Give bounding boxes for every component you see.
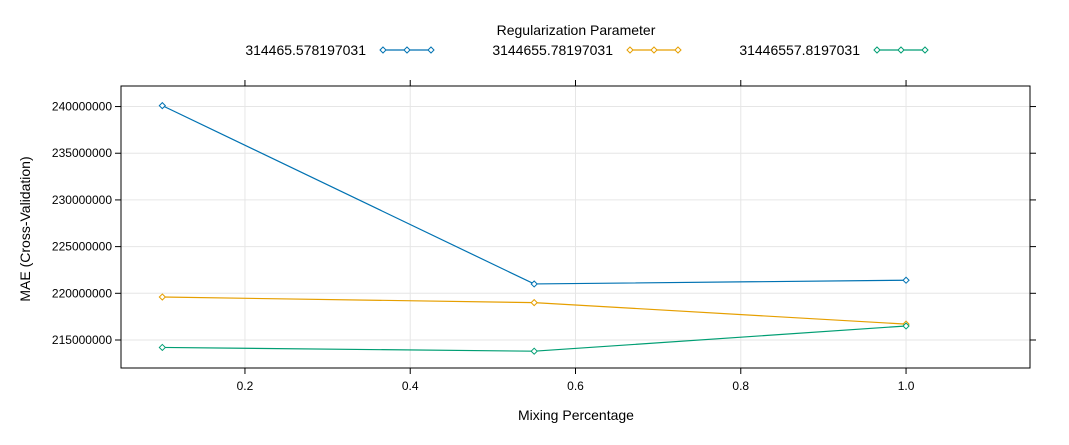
y-axis-label: MAE (Cross-Validation) [17, 156, 33, 301]
series-layer [158, 101, 910, 355]
series-1-point-0 [158, 293, 167, 301]
legend-swatch-marker-0-0 [379, 46, 387, 54]
legend-label-2: 31446557.8197031 [739, 42, 860, 58]
series-2-point-1 [530, 347, 538, 355]
legend-swatch-marker-0-2 [427, 46, 435, 54]
legend: Regularization Parameter 314465.57819703… [245, 22, 929, 58]
legend-swatch-marker-1-1 [650, 46, 658, 54]
series-0-point-1 [530, 280, 538, 288]
legend-items: 314465.578197031 3144655.78197031 31446557… [245, 42, 929, 58]
series-line-2 [162, 325, 907, 352]
x-tick-label-4: 1.0 [898, 379, 915, 393]
legend-swatch-marker-2-1 [897, 46, 905, 54]
legend-swatch-marker-2-2 [921, 46, 929, 54]
legend-swatch-marker-1-2 [674, 46, 682, 54]
legend-swatch-marker-2-0 [873, 46, 881, 54]
legend-swatch-marker-0-1 [403, 46, 411, 54]
x-tick-label-0: 0.2 [237, 379, 254, 393]
x-tick-label-3: 0.8 [732, 379, 749, 393]
series-0-point-0 [158, 101, 167, 110]
legend-title: Regularization Parameter [497, 22, 656, 38]
y-tick-label-2: 225000000 [52, 240, 112, 254]
series-line-0 [162, 105, 907, 285]
y-tick-label-4: 235000000 [52, 146, 112, 160]
x-axis-label: Mixing Percentage [518, 407, 634, 423]
y-tick-label-3: 230000000 [52, 193, 112, 207]
x-tick-label-2: 0.6 [567, 379, 584, 393]
y-tick-label-5: 240000000 [52, 100, 112, 114]
series-0 [158, 101, 910, 288]
x-tick-label-1: 0.4 [402, 379, 419, 393]
legend-swatch-marker-1-0 [626, 46, 634, 54]
y-tick-label-0: 215000000 [52, 333, 112, 347]
series-0-point-2 [902, 276, 910, 284]
series-2-point-0 [158, 343, 167, 352]
legend-label-0: 314465.578197031 [245, 42, 366, 58]
y-tick-label-1: 220000000 [52, 286, 112, 300]
legend-item-1: 3144655.78197031 [492, 42, 682, 58]
grid [121, 86, 1030, 368]
legend-item-0: 314465.578197031 [245, 42, 435, 58]
series-1 [158, 293, 910, 328]
legend-item-2: 31446557.8197031 [739, 42, 929, 58]
y-axis: 215000000 220000000 225000000 230000000 2350… [52, 100, 1036, 347]
series-1-point-1 [530, 298, 538, 307]
x-axis: 0.2 0.4 0.6 0.8 1.0 [237, 80, 915, 393]
legend-label-1: 3144655.78197031 [492, 42, 613, 58]
series-2-point-2 [902, 322, 910, 330]
series-2 [158, 322, 910, 355]
